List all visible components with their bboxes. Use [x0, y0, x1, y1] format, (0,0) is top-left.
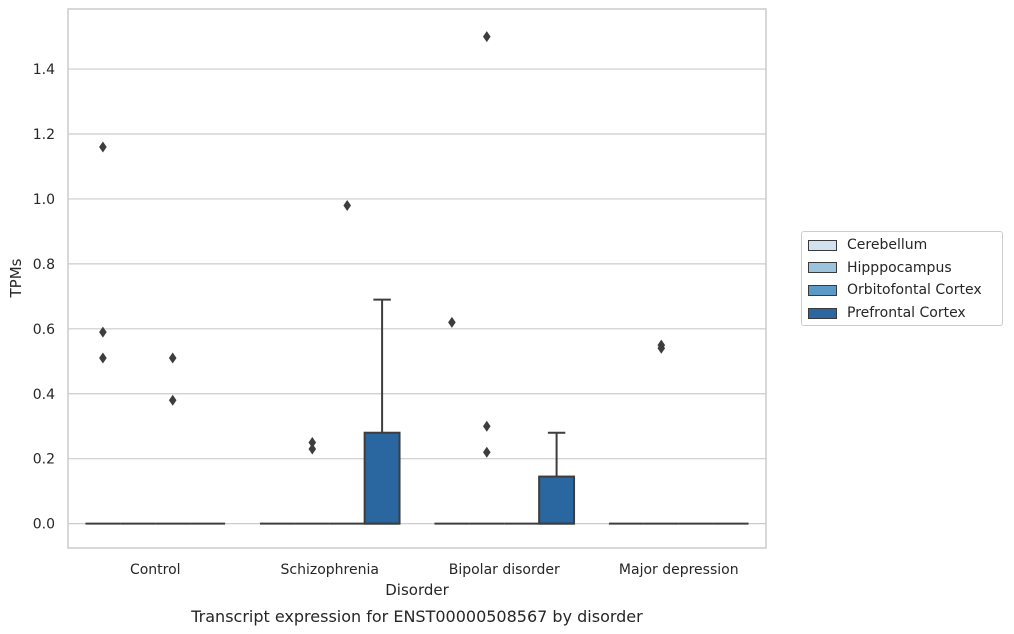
chart-title: Transcript expression for ENST0000050856…: [190, 607, 643, 626]
legend-swatch: [808, 307, 837, 319]
grid-lines: [68, 68, 766, 525]
legend: Cerebellum Hipppocampus Orbitofontal Corte…: [801, 231, 1003, 326]
outlier-point: [308, 443, 317, 455]
box-prefrontal-cortex: [538, 431, 576, 525]
y-axis-ticks: 0.0 0.2 0.4 0.6 0.8 1.0 1.2 1.4: [33, 62, 55, 533]
y-tick-label: 1.2: [33, 127, 55, 143]
box-cerebellum: [434, 316, 470, 525]
box: [363, 431, 401, 525]
y-tick-label: 0.8: [33, 257, 55, 273]
box-prefrontal-cortex: [363, 298, 401, 525]
box-hipppocampus: [643, 339, 679, 525]
box-hipppocampus: [469, 31, 505, 525]
x-tick-label: Major depression: [619, 562, 739, 578]
legend-label: Hipppocampus: [847, 259, 952, 276]
x-tick-label: Schizophrenia: [281, 562, 379, 578]
y-axis-label: TPMs: [7, 258, 25, 298]
legend-swatch: [808, 239, 837, 251]
x-tick-label: Bipolar disorder: [449, 562, 560, 578]
plot-area: [85, 31, 749, 525]
outlier-point: [99, 352, 107, 364]
legend-item: Hipppocampus: [808, 258, 952, 278]
y-tick-label: 1.0: [33, 192, 55, 208]
legend-label: Orbitofontal Cortex: [847, 282, 982, 299]
legend-item: Prefrontal Cortex: [808, 303, 966, 323]
outlier-point: [483, 446, 491, 458]
y-tick-label: 1.4: [33, 62, 55, 78]
outlier-point: [657, 342, 666, 354]
y-tick-label: 0.2: [33, 452, 55, 468]
box: [538, 475, 576, 525]
outlier-point: [168, 352, 177, 364]
outlier-point: [308, 436, 317, 448]
box-orbitofontal-cortex: [329, 199, 365, 525]
y-tick-label: 0.4: [33, 387, 55, 403]
outlier-point: [99, 326, 107, 338]
legend-swatch: [808, 262, 837, 274]
box-orbitofontal-cortex: [155, 352, 191, 525]
legend-label: Cerebellum: [847, 237, 928, 253]
legend-swatch: [808, 284, 837, 296]
y-tick-label: 0.0: [33, 517, 55, 533]
outlier-point: [99, 141, 107, 153]
outlier-point: [343, 199, 351, 211]
legend-item: Cerebellum: [808, 235, 927, 255]
outlier-point: [483, 31, 491, 43]
outlier-point: [448, 316, 456, 328]
box-hipppocampus: [294, 436, 330, 525]
legend-item: Orbitofontal Cortex: [808, 280, 982, 300]
plot-frame: [67, 8, 767, 549]
legend-label: Prefrontal Cortex: [847, 305, 966, 322]
x-tick-label: Control: [130, 562, 181, 578]
y-tick-label: 0.6: [33, 322, 55, 338]
x-axis-label: Disorder: [385, 581, 449, 599]
x-axis-ticks: Control Schizophrenia Bipolar disorder Majo…: [130, 562, 739, 578]
outlier-point: [483, 420, 491, 432]
box-cerebellum: [85, 141, 121, 525]
outlier-point: [168, 394, 177, 406]
